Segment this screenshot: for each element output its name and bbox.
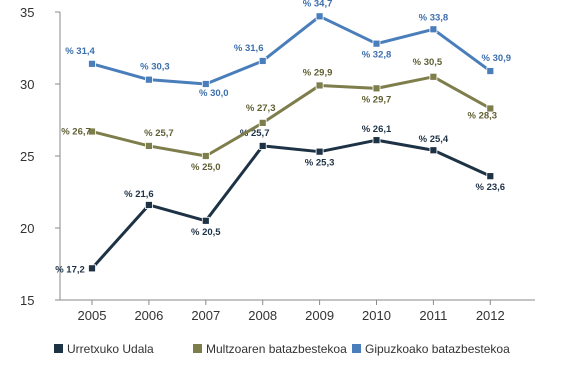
data-point: [88, 59, 96, 68]
x-tick-label: 2005: [78, 308, 107, 323]
data-point: [144, 142, 153, 150]
data-point: [144, 75, 153, 84]
legend-swatch: [352, 344, 361, 353]
x-tick-label: 2010: [362, 308, 391, 323]
data-label: % 23,6: [476, 182, 506, 193]
chart-axes: 15 20 25 30 35 2005 2006 2007 2008 2009 2010 2011 20…: [20, 5, 535, 323]
series-line: [90, 138, 491, 270]
legend-label: Gipuzkoako batazbestekoa: [365, 342, 510, 356]
data-point: [258, 142, 267, 150]
legend-label: Multzoaren batazbestekoa: [206, 342, 347, 356]
data-label: % 31,4: [65, 46, 95, 57]
y-tick-label: 30: [20, 77, 34, 92]
data-label: % 26,1: [362, 124, 392, 135]
chart-legend: Urretxuko Udala Multzoaren batazbestekoa G…: [54, 342, 510, 356]
data-label: % 34,7: [303, 0, 333, 9]
data-label: % 30,3: [140, 62, 170, 73]
data-point: [429, 146, 438, 155]
data-label: % 27,3: [246, 103, 276, 114]
data-point: [372, 39, 381, 48]
x-tick-label: 2012: [476, 308, 505, 323]
legend-swatch: [54, 344, 63, 353]
data-label: % 21,6: [124, 189, 154, 200]
data-label: % 25,4: [419, 134, 449, 145]
data-point: [88, 264, 96, 273]
data-point: [486, 172, 495, 181]
data-label: % 25,0: [191, 162, 221, 173]
x-tick-label: 2007: [191, 308, 220, 323]
data-point: [88, 127, 96, 136]
data-point: [315, 12, 324, 21]
data-label: % 25,7: [240, 128, 270, 139]
data-label: % 20,5: [191, 227, 221, 238]
x-tick-label: 2008: [248, 308, 277, 323]
data-label: % 31,6: [234, 43, 264, 54]
data-point: [315, 81, 324, 90]
data-point: [258, 118, 267, 127]
data-label: % 33,8: [419, 12, 449, 23]
data-point: [201, 80, 210, 88]
data-label: % 28,3: [468, 110, 498, 121]
data-label: % 29,9: [303, 67, 333, 78]
data-label: % 25,7: [144, 128, 174, 139]
data-label: % 29,7: [362, 94, 392, 105]
chart-series: % 17,2 % 21,6 % 20,5 % 25,7 % 25,3 % 26,1 % 25…: [55, 0, 511, 275]
y-tick-label: 15: [20, 293, 34, 308]
x-tick-label: 2006: [134, 308, 163, 323]
data-point: [315, 147, 324, 156]
data-point: [486, 104, 495, 113]
series-2: % 26,7 % 25,7 % 25,0 % 27,3 % 29,9 % 29,7 % 30…: [61, 57, 497, 173]
data-label: % 30,5: [413, 57, 443, 68]
y-tick-label: 35: [20, 5, 34, 20]
x-tick-label: 2011: [419, 308, 447, 323]
y-tick-label: 25: [20, 149, 34, 164]
data-point: [201, 152, 210, 160]
data-label: % 30,9: [482, 53, 512, 64]
data-label: % 17,2: [55, 264, 85, 275]
data-point: [201, 216, 210, 225]
series-line: [91, 14, 492, 86]
data-label: % 26,7: [61, 127, 91, 138]
data-point: [258, 57, 267, 65]
x-tick-label: 2009: [305, 308, 334, 323]
series-3: % 31,4 % 30,3 % 30,0 % 31,6 % 34,7 % 32,8 % 33…: [65, 0, 511, 99]
data-point: [429, 72, 438, 81]
data-label: % 32,8: [362, 50, 392, 61]
legend-swatch: [193, 344, 202, 353]
data-point: [429, 25, 438, 34]
data-point: [372, 84, 381, 93]
data-point: [372, 136, 381, 145]
series-1: % 17,2 % 21,6 % 20,5 % 25,7 % 25,3 % 26,1 % 25…: [55, 124, 505, 275]
legend-label: Urretxuko Udala: [67, 342, 154, 356]
data-label: % 30,0: [199, 88, 229, 99]
data-label: % 25,3: [305, 158, 335, 169]
y-tick-label: 20: [20, 221, 34, 236]
data-point: [486, 67, 495, 75]
data-point: [144, 201, 153, 209]
series-line: [91, 75, 492, 158]
